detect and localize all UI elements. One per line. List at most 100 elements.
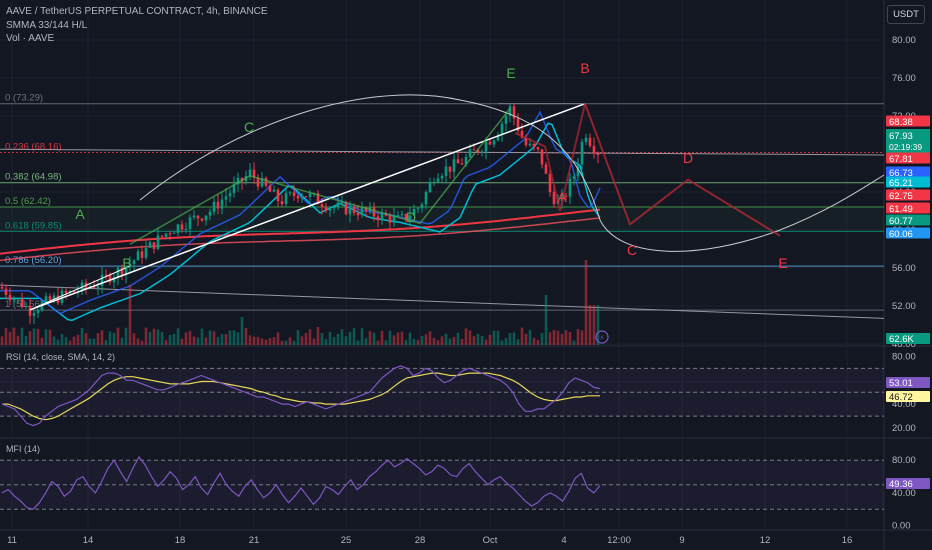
candle-body bbox=[552, 192, 556, 205]
channel-bottom-line bbox=[0, 284, 885, 319]
red-wave-line bbox=[514, 103, 586, 212]
candle-body bbox=[576, 164, 580, 177]
volume-bar bbox=[168, 334, 172, 345]
rsi-ma-line bbox=[2, 372, 600, 421]
volume-bar bbox=[384, 340, 388, 345]
volume-bar bbox=[504, 338, 508, 345]
candle-body bbox=[4, 288, 8, 295]
volume-bar bbox=[100, 330, 104, 345]
candle-body bbox=[228, 193, 232, 197]
volume-bar bbox=[316, 327, 320, 345]
volume-bar bbox=[152, 328, 156, 345]
volume-bar bbox=[556, 330, 560, 345]
candle-body bbox=[200, 218, 204, 221]
candle-body bbox=[172, 232, 176, 234]
smma-144-low-line bbox=[0, 217, 601, 262]
volume-bar bbox=[156, 329, 160, 345]
candle-body bbox=[548, 173, 552, 193]
volume-bar bbox=[448, 338, 452, 345]
rsi-badge-value: 53.01 bbox=[889, 378, 913, 389]
fib-level-label: 0 (73.29) bbox=[5, 93, 43, 104]
candle-body bbox=[280, 201, 284, 205]
candle-body bbox=[136, 251, 140, 261]
volume-badge bbox=[886, 333, 930, 344]
mfi-line bbox=[1, 455, 601, 510]
volume-bar bbox=[344, 336, 348, 345]
volume-bar bbox=[392, 335, 396, 345]
volume-bar bbox=[548, 332, 552, 345]
price-badge-value: 60.77 bbox=[889, 216, 913, 227]
volume-bar bbox=[112, 332, 116, 345]
fib-level-label: 0.5 (62.42) bbox=[5, 196, 51, 207]
volume-bar bbox=[488, 334, 492, 345]
candle-body bbox=[448, 166, 452, 172]
volume-bar bbox=[404, 340, 408, 345]
fib-level-label: 1 (51.56) bbox=[5, 299, 43, 310]
candle-body bbox=[308, 193, 312, 198]
lightning-icon: ⚡ bbox=[600, 334, 605, 342]
candle-body bbox=[32, 313, 36, 316]
trend-line bbox=[29, 265, 131, 311]
volume-bar bbox=[64, 337, 68, 345]
mfi-badge bbox=[886, 478, 930, 489]
volume-bar bbox=[132, 333, 136, 345]
curve-projection bbox=[139, 94, 885, 252]
volume-bar bbox=[552, 329, 556, 345]
candle-body bbox=[472, 149, 476, 151]
candle-body bbox=[452, 159, 456, 172]
volume-bar bbox=[440, 336, 444, 345]
rsi-indicator-label[interactable]: RSI (14, close, SMA, 14, 2) bbox=[6, 352, 116, 362]
volume-bar bbox=[300, 336, 304, 345]
candle-body bbox=[8, 294, 12, 301]
volume-bar bbox=[528, 329, 532, 345]
volume-bar bbox=[12, 327, 16, 345]
volume-bar bbox=[292, 340, 296, 345]
volume-bar bbox=[164, 340, 168, 345]
candle-body bbox=[296, 195, 300, 199]
candle-body bbox=[364, 207, 368, 212]
volume-bar bbox=[416, 340, 420, 345]
smma-33-low-line bbox=[0, 122, 601, 322]
candle-body bbox=[224, 196, 228, 200]
candle-body bbox=[164, 233, 168, 237]
candle-body bbox=[396, 215, 400, 217]
volume-bar bbox=[36, 328, 40, 345]
channel-top-line bbox=[0, 148, 885, 156]
volume-bar bbox=[320, 333, 324, 345]
volume-bar bbox=[460, 338, 464, 345]
smma-indicator-label[interactable]: SMMA 33/144 H/L bbox=[6, 20, 88, 31]
candle-body bbox=[580, 141, 584, 165]
volume-bar bbox=[260, 338, 264, 345]
mfi-tick-label: 0.00 bbox=[892, 521, 911, 532]
mfi-indicator-label[interactable]: MFI (14) bbox=[6, 444, 41, 454]
candle-body bbox=[412, 209, 416, 216]
candle-body bbox=[28, 305, 32, 316]
volume-bar bbox=[76, 334, 80, 345]
volume-bar bbox=[32, 328, 36, 345]
candle-body bbox=[416, 208, 420, 210]
volume-bar bbox=[196, 337, 200, 345]
candle-body bbox=[320, 204, 324, 208]
volume-bar bbox=[536, 339, 540, 345]
candle-body bbox=[36, 310, 40, 314]
candle-body bbox=[356, 213, 360, 216]
volume-bar bbox=[592, 305, 596, 345]
volume-bar bbox=[240, 317, 244, 345]
candle-body bbox=[460, 163, 464, 165]
volume-bar bbox=[248, 335, 252, 345]
volume-indicator-label[interactable]: Vol · AAVE bbox=[6, 33, 55, 44]
volume-bar bbox=[84, 333, 88, 345]
volume-bar bbox=[464, 328, 468, 345]
rsi-ma-badge bbox=[886, 391, 930, 402]
volume-bar bbox=[80, 327, 84, 345]
candle-body bbox=[588, 137, 592, 146]
volume-bar bbox=[524, 333, 528, 345]
time-tick-label: 12:00 bbox=[607, 535, 631, 546]
candles-group bbox=[0, 103, 600, 325]
price-badge bbox=[886, 129, 930, 153]
currency-button[interactable]: USDT bbox=[887, 5, 925, 24]
volume-bar bbox=[432, 337, 436, 345]
candle-body bbox=[276, 189, 280, 202]
candle-body bbox=[544, 164, 548, 174]
